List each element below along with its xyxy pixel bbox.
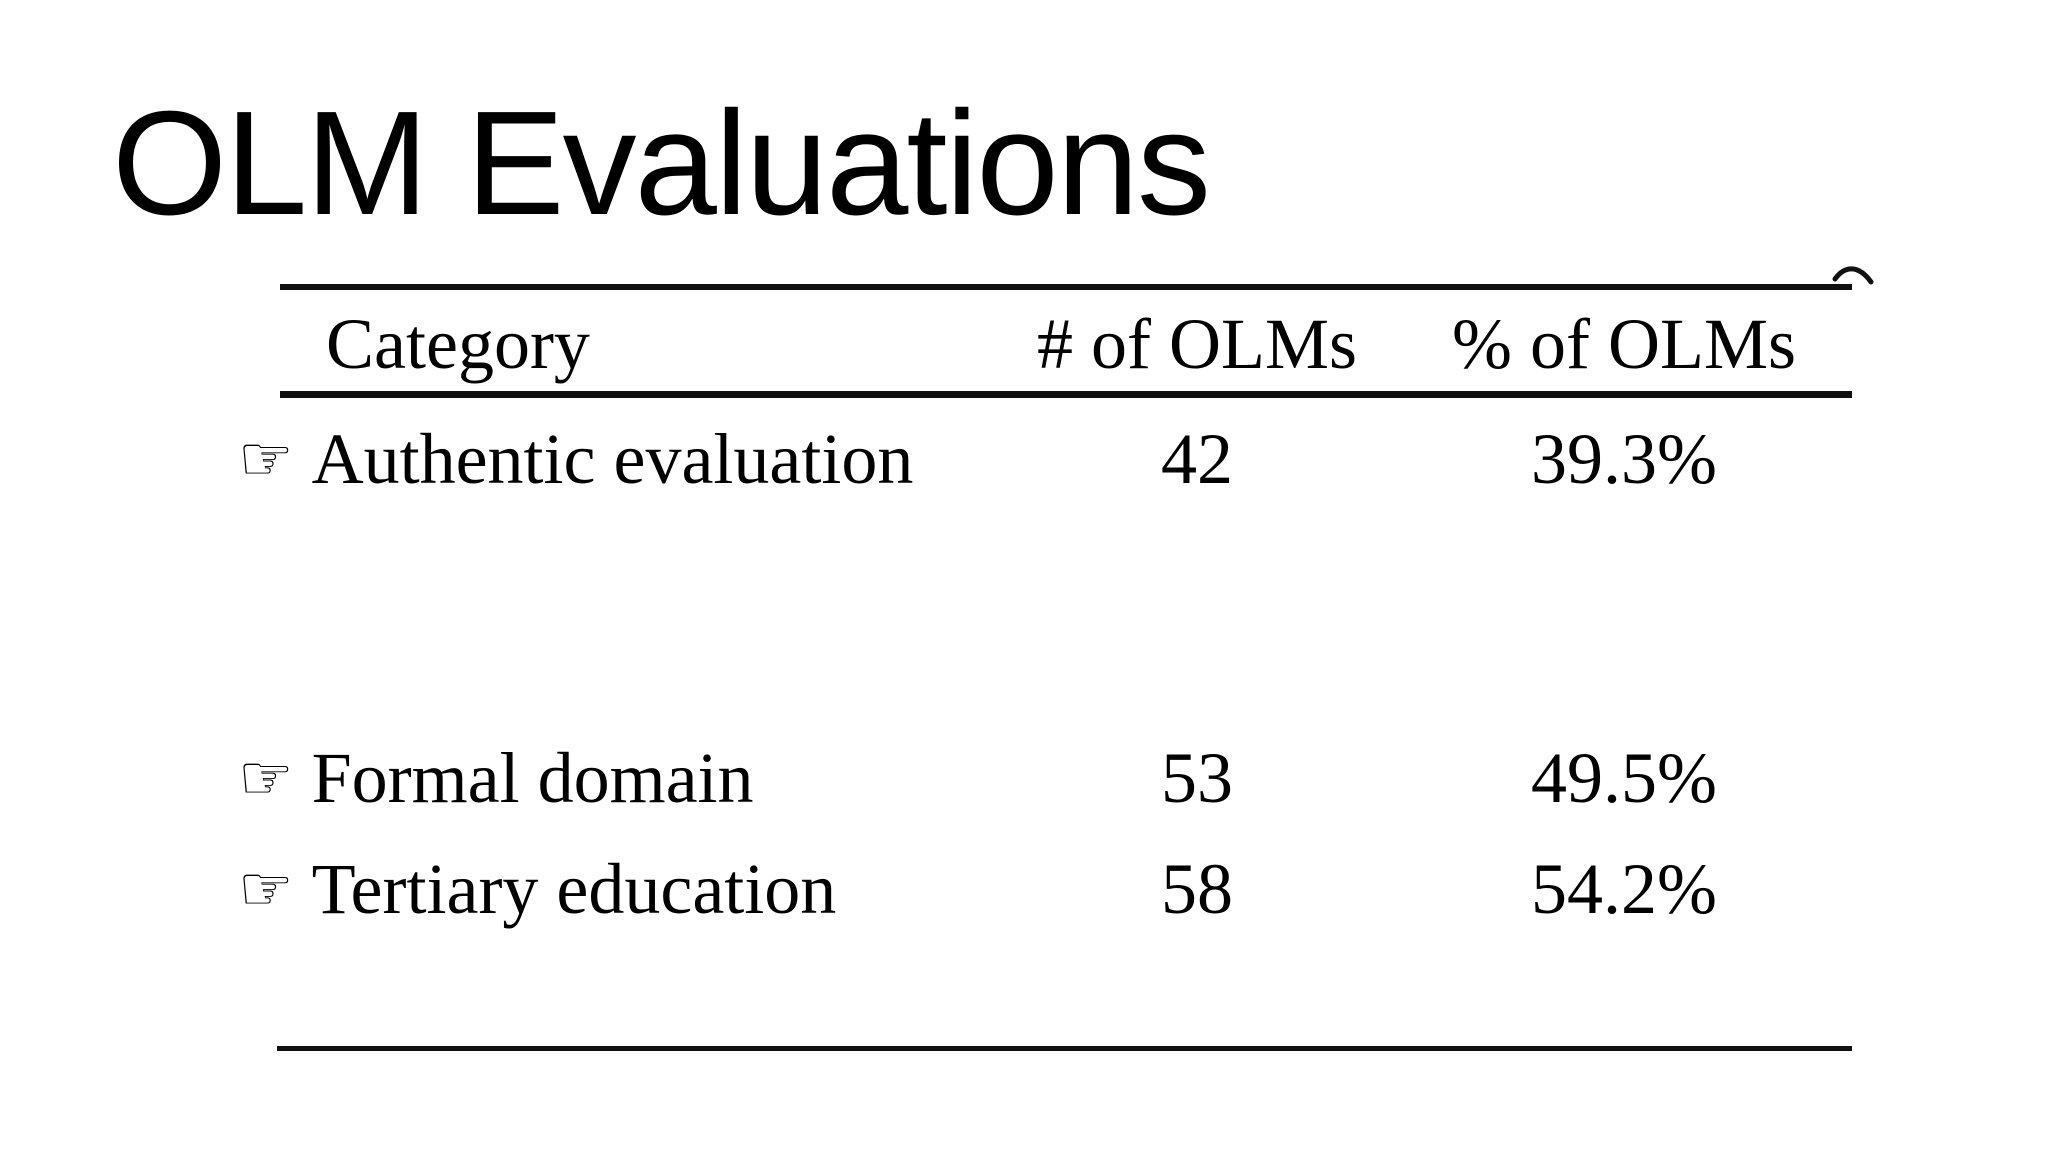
category-label: Authentic evaluation	[311, 419, 914, 499]
header-percent: % of OLMs	[1452, 304, 1796, 384]
category-cell: ☞ Formal domain	[238, 738, 754, 818]
percent-cell: 49.5%	[1531, 738, 1717, 818]
page-title: OLM Evaluations	[112, 81, 1211, 246]
category-cell: ☞ Authentic evaluation	[238, 419, 913, 499]
header-underline-rule	[280, 391, 1852, 398]
percent-cell: 54.2%	[1531, 849, 1717, 929]
table-bottom-rule	[277, 1046, 1852, 1051]
percent-cell: 39.3%	[1531, 419, 1717, 499]
table-row: ☞ Authentic evaluation 42 39.3%	[0, 419, 2048, 499]
table-row: ☞ Tertiary education 58 54.2%	[0, 849, 2048, 929]
pointing-hand-icon: ☞	[238, 422, 294, 495]
count-cell: 58	[1161, 849, 1233, 929]
category-label: Formal domain	[311, 738, 754, 818]
header-category: Category	[326, 304, 590, 384]
stray-curl-mark	[1832, 266, 1874, 285]
header-count: # of OLMs	[1037, 304, 1357, 384]
pointing-hand-icon: ☞	[238, 741, 294, 814]
category-label: Tertiary education	[311, 849, 837, 929]
count-cell: 53	[1161, 738, 1233, 818]
pointing-hand-icon: ☞	[238, 852, 294, 925]
table-header-row: Category # of OLMs % of OLMs	[0, 304, 2048, 384]
count-cell: 42	[1161, 419, 1233, 499]
category-cell: ☞ Tertiary education	[238, 849, 836, 929]
table-top-rule	[280, 284, 1852, 290]
table-row: ☞ Formal domain 53 49.5%	[0, 738, 2048, 818]
